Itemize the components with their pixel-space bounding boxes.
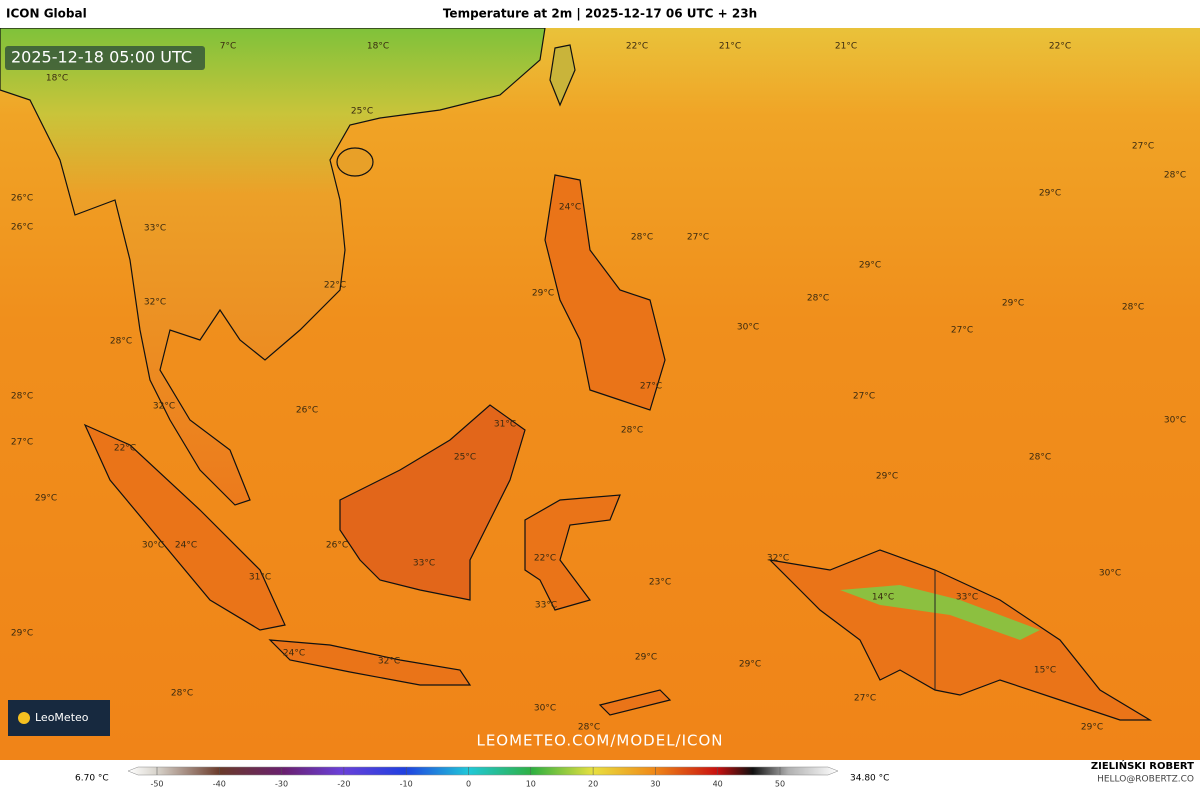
temperature-label: 28°C xyxy=(578,723,600,733)
temperature-label: 22°C xyxy=(626,42,648,52)
temperature-label: 24°C xyxy=(283,649,305,659)
temperature-label: 28°C xyxy=(171,689,193,699)
temperature-label: 25°C xyxy=(454,453,476,463)
colorbar-tick-label: 0 xyxy=(466,780,471,789)
temperature-label: 29°C xyxy=(635,653,657,663)
temperature-label: 28°C xyxy=(1122,303,1144,313)
temperature-label: 21°C xyxy=(719,42,741,52)
temperature-label: 33°C xyxy=(535,601,557,611)
temperature-label: 28°C xyxy=(1164,171,1186,181)
colorbar-tick-label: 40 xyxy=(713,780,723,789)
temperature-label: 29°C xyxy=(1002,299,1024,309)
temperature-label: 22°C xyxy=(534,554,556,564)
colorbar-tick-label: -40 xyxy=(213,780,226,789)
temperature-label: 33°C xyxy=(956,593,978,603)
temperature-label: 27°C xyxy=(951,326,973,336)
legend-max: 34.80 °C xyxy=(850,774,889,784)
colorbar-tick-label: -10 xyxy=(400,780,413,789)
colorbar-tick-label: -20 xyxy=(337,780,350,789)
author-email: HELLO@ROBERTZ.CO xyxy=(1097,775,1194,785)
temperature-label: 31°C xyxy=(249,573,271,583)
temperature-label: 28°C xyxy=(11,392,33,402)
temperature-label: 31°C xyxy=(494,420,516,430)
temperature-label: 15°C xyxy=(1034,666,1056,676)
colorbar-tick-label: -50 xyxy=(150,780,163,789)
temperature-label: 29°C xyxy=(876,472,898,482)
temperature-label: 30°C xyxy=(737,323,759,333)
temperature-label: 25°C xyxy=(351,107,373,117)
colorbar-tick-label: 50 xyxy=(775,780,785,789)
temperature-label: 24°C xyxy=(175,541,197,551)
temperature-label: 14°C xyxy=(872,593,894,603)
temperature-label: 29°C xyxy=(739,660,761,670)
legend-min: 6.70 °C xyxy=(75,774,109,784)
temperature-label: 32°C xyxy=(378,657,400,667)
temperature-label: 32°C xyxy=(144,298,166,308)
temperature-label: 26°C xyxy=(11,223,33,233)
temperature-label: 27°C xyxy=(11,438,33,448)
logo: LeoMeteo xyxy=(35,711,89,724)
temperature-label: 27°C xyxy=(1132,142,1154,152)
temperature-label: 27°C xyxy=(853,392,875,402)
colorbar-tick-label: 30 xyxy=(650,780,660,789)
temperature-label: 26°C xyxy=(296,406,318,416)
temperature-label: 33°C xyxy=(413,559,435,569)
temperature-label: 28°C xyxy=(1029,453,1051,463)
temperature-label: 23°C xyxy=(649,578,671,588)
temperature-label: 32°C xyxy=(153,402,175,412)
temperature-label: 22°C xyxy=(324,281,346,291)
colorbar-tick-label: 20 xyxy=(588,780,598,789)
temperature-label: 29°C xyxy=(11,629,33,639)
model-name: ICON Global xyxy=(6,7,87,21)
temperature-label: 29°C xyxy=(859,261,881,271)
temperature-label: 33°C xyxy=(144,224,166,234)
temperature-label: 30°C xyxy=(534,704,556,714)
temperature-label: 18°C xyxy=(46,74,68,84)
colorbar xyxy=(127,766,839,776)
timestamp: 2025-12-18 05:00 UTC xyxy=(11,48,192,67)
temperature-label: 30°C xyxy=(1099,569,1121,579)
logo-icon xyxy=(18,712,30,724)
temperature-label: 18°C xyxy=(367,42,389,52)
watermark: LEOMETEO.COM/MODEL/ICON xyxy=(476,732,723,750)
temperature-label: 28°C xyxy=(807,294,829,304)
land xyxy=(0,27,1153,721)
temperature-label: 29°C xyxy=(1039,189,1061,199)
temperature-label: 32°C xyxy=(767,554,789,564)
temperature-label: 27°C xyxy=(640,382,662,392)
temperature-label: 30°C xyxy=(142,541,164,551)
temperature-label: 29°C xyxy=(1081,723,1103,733)
temperature-label: 22°C xyxy=(114,444,136,454)
temperature-label: 22°C xyxy=(1049,42,1071,52)
temperature-label: 30°C xyxy=(1164,416,1186,426)
temperature-label: 27°C xyxy=(854,694,876,704)
author-name: ZIELIŃSKI ROBERT xyxy=(1091,759,1194,772)
temperature-label: 28°C xyxy=(110,337,132,347)
temperature-label: 7°C xyxy=(220,42,237,52)
timestamp-box xyxy=(5,46,205,70)
header-bar xyxy=(0,0,1200,28)
temperature-label: 21°C xyxy=(835,42,857,52)
temperature-label: 27°C xyxy=(687,233,709,243)
colorbar-tick-label: -30 xyxy=(275,780,288,789)
temperature-label: 28°C xyxy=(631,233,653,243)
temperature-label: 29°C xyxy=(35,494,57,504)
temperature-label: 26°C xyxy=(326,541,348,551)
colorbar-tick-label: 10 xyxy=(526,780,536,789)
map-title: Temperature at 2m | 2025-12-17 06 UTC + … xyxy=(443,7,757,21)
temperature-label: 24°C xyxy=(559,203,581,213)
temperature-label: 29°C xyxy=(532,289,554,299)
temperature-label: 28°C xyxy=(621,426,643,436)
temperature-label: 26°C xyxy=(11,194,33,204)
